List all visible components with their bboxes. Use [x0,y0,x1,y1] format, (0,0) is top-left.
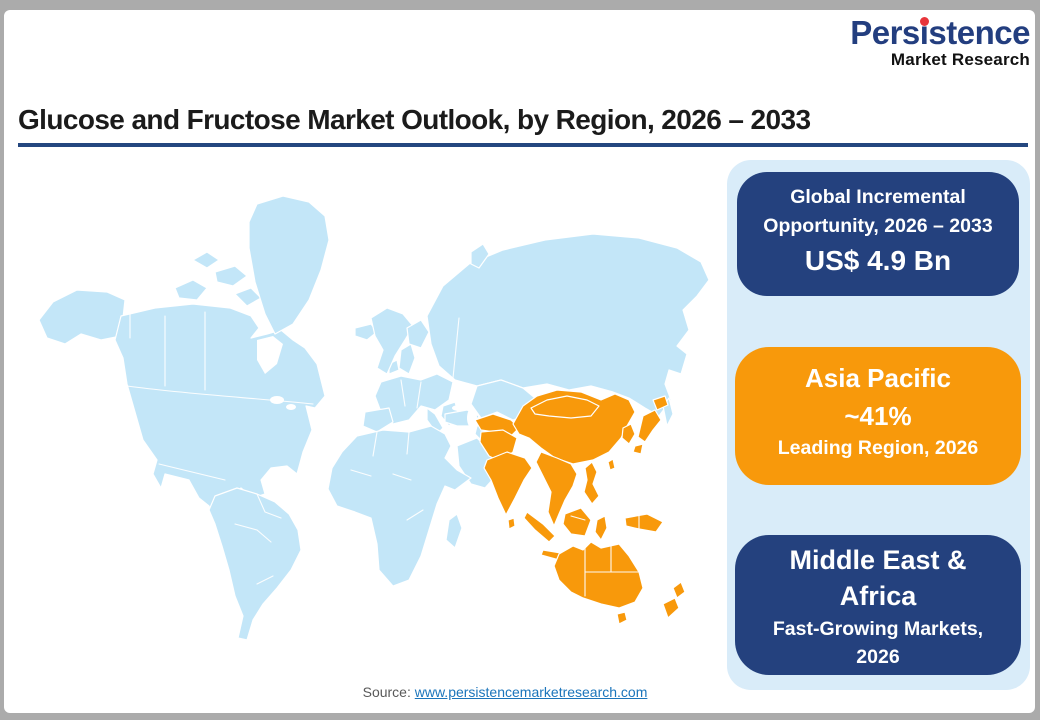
card-value: ~41% [844,400,912,431]
map-land [38,195,710,641]
card-value: US$ 4.9 Bn [804,244,952,276]
source-line: Source: www.persistencemarketresearch.co… [295,684,715,700]
map-region-asia-pacific [474,389,686,625]
card-heading: Global Incremental Opportunity, 2026 – 2… [763,186,993,238]
map-country-borders [126,301,640,597]
source-label: Source: [362,684,411,700]
logo-tagline: Market Research [890,49,1030,69]
page-title: Glucose and Fructose Market Outlook, by … [18,104,811,135]
card-subheading: Fast-Growing Markets, 2026 [772,617,984,669]
map-water-details [257,336,477,428]
card-middle-east-africa: Middle East & Africa Fast-Growing Market… [735,535,1021,675]
logo-red-dot-icon [920,17,930,26]
card-asia-pacific: Asia Pacific ~41% Leading Region, 2026 [735,347,1021,485]
card-heading: Asia Pacific [805,363,951,393]
card-subheading: Leading Region, 2026 [777,437,979,460]
card-heading: Middle East & Africa [789,545,967,612]
logo-brand-label: Persistence [850,14,1030,51]
logo-brand-text: Persistence [850,14,1030,52]
logo: Persistence Market Research [818,14,1030,70]
world-map [38,195,710,641]
source-link[interactable]: www.persistencemarketresearch.com [414,684,648,700]
title-underline [18,143,1028,147]
card-global-incremental-opportunity: Global Incremental Opportunity, 2026 – 2… [737,172,1019,296]
